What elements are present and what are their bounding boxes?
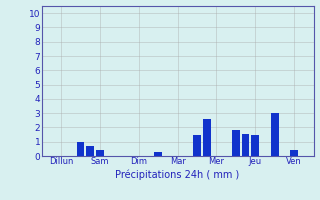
- Bar: [96, 150, 104, 156]
- Bar: [242, 134, 250, 156]
- Bar: [252, 135, 259, 156]
- Bar: [154, 152, 162, 156]
- Bar: [76, 142, 84, 156]
- Bar: [193, 135, 201, 156]
- Bar: [290, 150, 298, 156]
- Bar: [232, 130, 240, 156]
- Bar: [271, 113, 279, 156]
- X-axis label: Précipitations 24h ( mm ): Précipitations 24h ( mm ): [116, 169, 240, 180]
- Bar: [86, 146, 94, 156]
- Bar: [203, 119, 211, 156]
